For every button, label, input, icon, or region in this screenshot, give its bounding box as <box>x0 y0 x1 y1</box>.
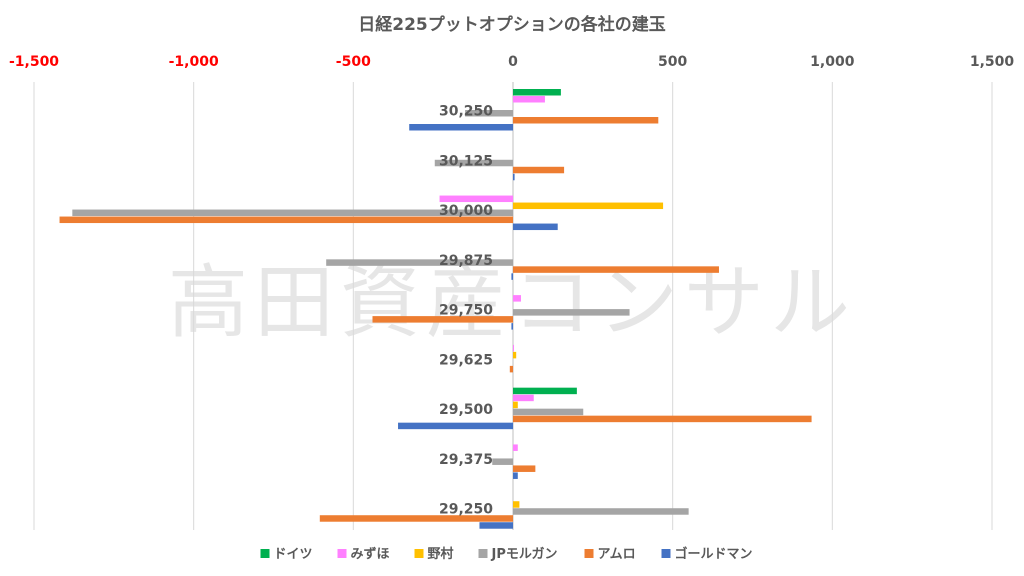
bar <box>513 295 521 302</box>
x-tick-label: 1,000 <box>810 54 855 70</box>
bar <box>492 458 513 465</box>
bar <box>59 216 514 224</box>
legend-item: ドイツ <box>260 547 313 562</box>
bar <box>513 166 565 174</box>
x-tick-label: 0 <box>508 54 518 70</box>
bar <box>439 195 513 203</box>
x-tick-label: 1,500 <box>970 54 1015 70</box>
bar <box>509 365 513 373</box>
bar <box>372 316 513 323</box>
legend-swatch <box>584 549 594 558</box>
bar <box>479 522 513 529</box>
bar <box>513 508 689 515</box>
bar <box>326 259 513 266</box>
bar <box>513 408 584 416</box>
category-label: 29,625 <box>439 352 493 368</box>
category-label: 30,250 <box>439 104 493 120</box>
legend-label: 野村 <box>428 546 454 562</box>
legend-label: ゴールドマン <box>675 546 753 562</box>
bar <box>513 202 664 210</box>
x-tick-label: -1,500 <box>9 54 59 70</box>
legend-swatch <box>661 549 671 558</box>
x-axis-ticks: -1,500 -1,000 -500 0 500 1,000 1,500 <box>9 54 1014 70</box>
bar <box>513 351 517 359</box>
bar <box>513 117 659 124</box>
legend-item: みずほ <box>337 546 390 562</box>
category-label: 29,250 <box>439 502 493 518</box>
category-label: 29,375 <box>439 452 493 468</box>
bar <box>72 209 513 217</box>
bar <box>513 344 514 352</box>
bar <box>513 501 520 508</box>
bar <box>319 515 513 522</box>
category-labels: 30,250 30,125 30,000 29,875 29,750 29,625 29,5… <box>439 104 493 518</box>
category-label: 30,125 <box>439 153 493 169</box>
bar <box>513 387 577 395</box>
bar <box>465 110 513 117</box>
legend-item: JPモルガン <box>478 547 558 562</box>
bar <box>513 173 515 181</box>
legend-swatch <box>414 549 424 558</box>
legend-item: アムロ <box>584 547 636 562</box>
grid-lines <box>33 82 993 530</box>
legend-label: ドイツ <box>274 547 313 562</box>
bar <box>513 444 518 451</box>
bar <box>513 415 812 423</box>
category-label: 29,750 <box>439 303 493 319</box>
legend-label: みずほ <box>351 546 390 562</box>
x-tick-label: -1,000 <box>169 54 219 70</box>
legend-swatch <box>478 549 488 558</box>
bar <box>398 422 513 430</box>
legend-item: 野村 <box>414 546 454 562</box>
x-tick-label: -500 <box>336 54 371 70</box>
bar <box>513 472 518 479</box>
bars <box>59 89 812 529</box>
chart-title: 日経225プットオプションの各社の建玉 <box>358 14 666 35</box>
legend-item: ゴールドマン <box>661 546 753 562</box>
bar <box>409 124 513 131</box>
bar <box>513 266 719 273</box>
category-label: 30,000 <box>439 203 493 219</box>
watermark-text: 高田資産コンサル <box>168 256 856 349</box>
legend: ドイツ みずほ 野村 JPモルガン アムロ ゴールドマン <box>260 546 753 562</box>
bar <box>513 309 630 316</box>
bar <box>513 394 534 402</box>
category-label: 29,500 <box>439 402 493 418</box>
bar <box>434 159 513 167</box>
bar <box>513 96 545 103</box>
legend-label: JPモルガン <box>491 547 558 562</box>
legend-swatch <box>337 549 347 558</box>
legend-swatch <box>260 549 270 558</box>
bar <box>513 465 536 472</box>
legend-label: アムロ <box>598 547 636 562</box>
bar <box>513 401 518 409</box>
bar <box>513 89 561 96</box>
category-label: 29,875 <box>439 253 493 269</box>
bar <box>511 323 513 330</box>
bar <box>511 273 513 280</box>
x-tick-label: 500 <box>658 54 687 70</box>
bar <box>513 223 558 231</box>
